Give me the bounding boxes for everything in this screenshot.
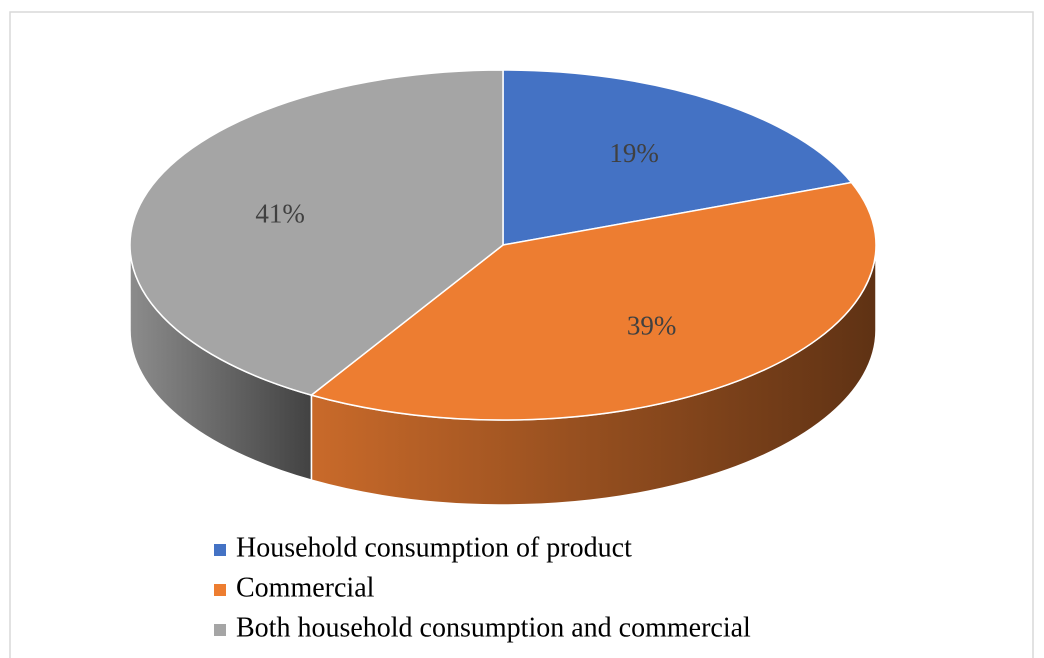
- legend-swatch: [214, 584, 226, 596]
- data-label: 39%: [627, 310, 677, 340]
- data-label: 41%: [255, 198, 305, 228]
- slice: [309, 181, 877, 421]
- slice: [502, 69, 853, 246]
- data-label: 19%: [609, 138, 659, 168]
- legend-label: Household consumption of product: [236, 532, 632, 563]
- legend-label: Both household consumption and commercia…: [236, 612, 751, 643]
- slice: [129, 69, 504, 396]
- legend-swatch: [214, 624, 226, 636]
- legend-label: Commercial: [236, 572, 375, 603]
- legend-swatch: [214, 544, 226, 556]
